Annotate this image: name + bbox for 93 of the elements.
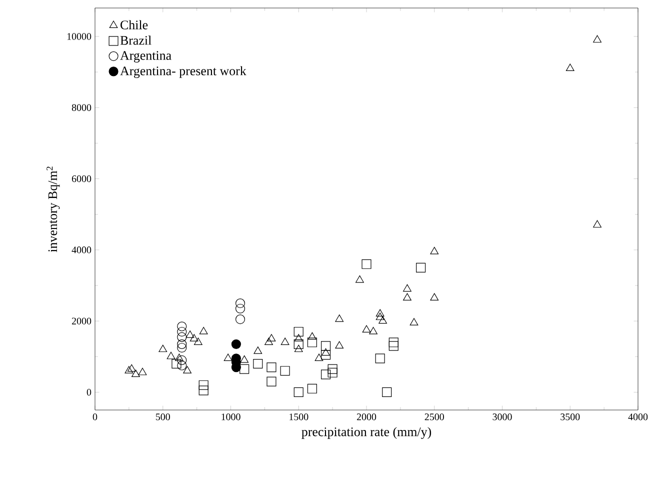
point xyxy=(240,355,249,363)
point xyxy=(430,246,439,254)
point xyxy=(177,342,187,353)
point xyxy=(194,338,202,345)
point xyxy=(172,358,182,369)
x-tick-label: 3500 xyxy=(560,414,580,420)
point xyxy=(132,370,140,377)
point xyxy=(294,334,303,342)
point xyxy=(198,386,208,396)
point xyxy=(308,332,316,340)
point xyxy=(328,368,338,378)
point xyxy=(314,354,324,361)
point xyxy=(199,326,208,334)
point xyxy=(320,370,331,380)
point xyxy=(362,325,371,332)
x-tick-label: 1000 xyxy=(222,414,240,420)
legend-label: Brazil xyxy=(120,36,152,45)
point xyxy=(376,312,384,320)
point xyxy=(174,354,184,361)
y-axis-title: inventory Bq/m$^{2}$ xyxy=(46,166,60,252)
point xyxy=(158,344,168,352)
x-tick-label: 4000 xyxy=(628,414,648,420)
point xyxy=(235,298,246,308)
y-tick-label: 4000 xyxy=(72,246,92,254)
point xyxy=(198,380,208,390)
x-tick-label: 2500 xyxy=(424,414,444,420)
point xyxy=(335,314,344,322)
point xyxy=(307,384,317,394)
point xyxy=(138,368,147,376)
point xyxy=(127,364,136,372)
point xyxy=(388,341,398,351)
point xyxy=(566,64,574,72)
legend-label: Argentina- present work xyxy=(120,66,246,78)
point xyxy=(416,262,426,272)
point xyxy=(177,355,187,365)
y-tick-label: 8000 xyxy=(72,104,92,111)
point xyxy=(593,220,602,228)
legend-label: Chile xyxy=(120,20,148,30)
point xyxy=(378,316,387,324)
y-tick-label: 6000 xyxy=(72,175,92,182)
point xyxy=(177,339,187,349)
point xyxy=(266,376,276,386)
point xyxy=(231,339,241,349)
point xyxy=(356,275,364,283)
point xyxy=(280,366,290,376)
point xyxy=(307,338,317,348)
point xyxy=(254,346,262,354)
point xyxy=(593,35,602,43)
x-tick-label: 500 xyxy=(156,414,170,420)
point xyxy=(294,339,304,349)
point xyxy=(177,322,187,332)
point xyxy=(375,354,385,364)
point xyxy=(240,364,250,374)
y-tick-label: 0 xyxy=(86,388,92,396)
y-tick-label: 10000 xyxy=(67,33,92,40)
legend-label: Argentina xyxy=(120,51,172,63)
point xyxy=(280,338,290,345)
point xyxy=(320,350,331,360)
point xyxy=(235,314,246,324)
point xyxy=(264,338,273,345)
point xyxy=(430,293,439,300)
point xyxy=(382,387,392,397)
x-tick-label: 0 xyxy=(92,414,98,420)
point xyxy=(190,334,198,342)
y-tick-label: 2000 xyxy=(72,318,92,324)
point xyxy=(294,344,303,352)
point xyxy=(124,366,134,374)
point xyxy=(267,334,276,342)
x-tick-label: 1500 xyxy=(290,414,308,420)
point xyxy=(266,362,276,372)
point xyxy=(362,259,372,269)
point xyxy=(177,326,187,337)
point xyxy=(235,304,246,314)
point xyxy=(166,352,176,360)
point xyxy=(320,341,331,351)
point xyxy=(328,364,338,374)
point xyxy=(376,309,384,316)
point xyxy=(294,387,304,397)
point xyxy=(253,358,263,369)
point xyxy=(224,354,232,361)
x-tick-label: 3000 xyxy=(492,414,512,420)
point xyxy=(294,326,304,337)
point xyxy=(369,326,378,334)
point xyxy=(388,338,398,348)
x-axis-title: precipitation rate (mm/y) xyxy=(302,427,432,439)
point xyxy=(186,330,194,338)
x-tick-label: 2000 xyxy=(356,414,376,420)
point xyxy=(335,341,344,349)
point xyxy=(322,348,330,356)
point xyxy=(403,284,412,292)
point xyxy=(410,318,418,326)
point xyxy=(403,293,412,300)
point xyxy=(177,332,187,342)
